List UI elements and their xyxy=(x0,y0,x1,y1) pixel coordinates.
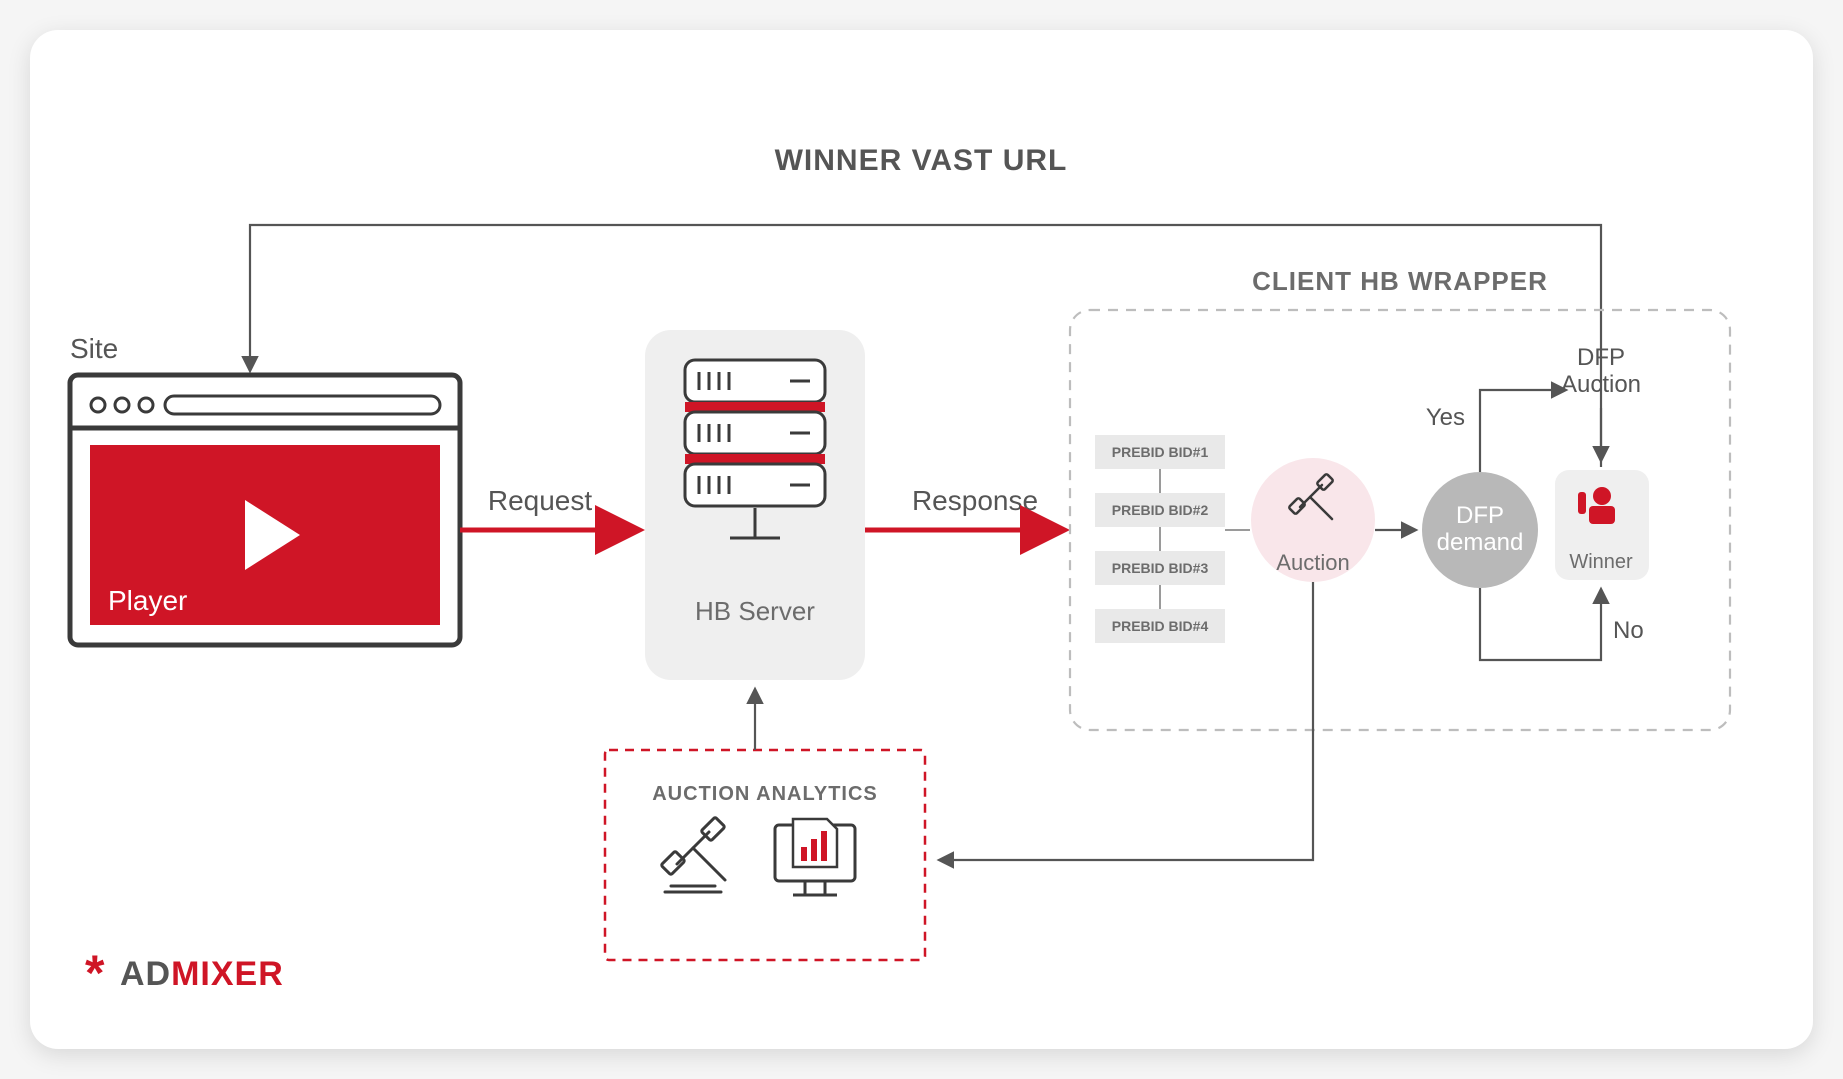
request-label: Request xyxy=(488,485,593,516)
brand-suffix: MIXER xyxy=(171,955,284,993)
bid-label: PREBID BID#1 xyxy=(1112,444,1209,460)
site-label: Site xyxy=(70,333,118,364)
brand-logo: * ADMIXER xyxy=(85,945,284,1001)
player-box: Player xyxy=(70,375,460,645)
dfp-demand-label-1: DFP xyxy=(1456,502,1504,529)
brand-prefix: AD xyxy=(120,955,171,993)
yes-label: Yes xyxy=(1426,404,1465,431)
hb-server: HB Server xyxy=(645,330,865,680)
auction-node: Auction xyxy=(1251,458,1375,582)
analytics-label: AUCTION ANALYTICS xyxy=(652,783,878,805)
bid-label: PREBID BID#2 xyxy=(1112,502,1209,518)
prebid-bids: PREBID BID#1 PREBID BID#2 PREBID BID#3 P… xyxy=(1095,435,1225,643)
no-path xyxy=(1480,588,1601,660)
wrapper-title: CLIENT HB WRAPPER xyxy=(1252,266,1548,296)
dfp-auction-label-2: Auction xyxy=(1561,371,1641,398)
auction-label: Auction xyxy=(1276,550,1349,575)
no-label: No xyxy=(1613,617,1644,644)
winner-label: Winner xyxy=(1569,551,1633,573)
title: WINNER VAST URL xyxy=(775,144,1068,177)
dfp-demand-node: DFP demand xyxy=(1422,472,1538,588)
player-label: Player xyxy=(108,585,187,616)
bid-label: PREBID BID#4 xyxy=(1112,618,1209,634)
server-label: HB Server xyxy=(695,596,815,626)
dfp-auction-label-1: DFP xyxy=(1577,344,1625,371)
analytics-box: AUCTION ANALYTICS xyxy=(605,750,925,960)
yes-path xyxy=(1480,390,1565,472)
svg-text:*: * xyxy=(85,945,105,1001)
response-label: Response xyxy=(912,485,1038,516)
svg-text:ADMIXER: ADMIXER xyxy=(120,955,284,993)
bid-label: PREBID BID#3 xyxy=(1112,560,1209,576)
winner-node: Winner xyxy=(1555,470,1649,580)
dfp-demand-label-2: demand xyxy=(1437,529,1524,556)
